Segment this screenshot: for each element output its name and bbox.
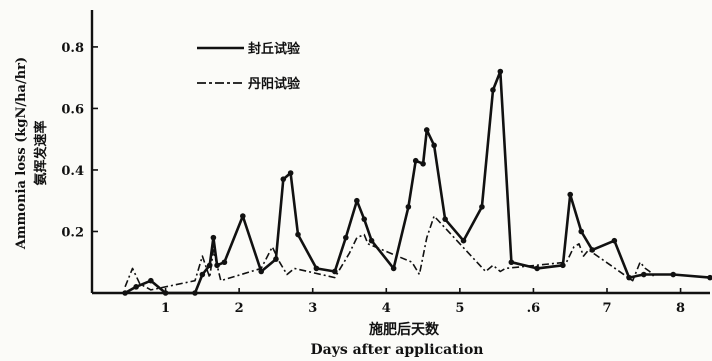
data-point [670,271,677,278]
data-point [640,271,647,278]
x-tick-label: .6 [527,301,541,316]
y-axis-title-cn: 氨挥发速率 [33,120,49,186]
data-point [313,265,320,272]
x-tick-label: 8 [676,301,685,316]
data-point [707,274,712,281]
data-point [122,290,128,296]
data-point [479,204,485,210]
y-tick-label: 0.8 [61,41,84,56]
data-point [412,157,419,164]
data-point [431,142,437,149]
data-point [162,290,169,296]
legend: 封丘试验 丹阳试验 [197,41,301,92]
x-tick-label: 5 [455,301,464,316]
data-point [423,127,430,133]
x-axis-title-cn: 施肥后天数 [369,321,440,338]
data-point [442,216,448,222]
data-point [508,259,515,266]
data-point [354,197,360,204]
data-point [534,265,540,272]
data-point [280,176,287,182]
data-point [258,268,265,275]
legend-label-fengqiu: 封丘试验 [248,41,301,57]
legend-label-danyang: 丹阳试验 [248,76,301,92]
series-line-fengqiu [124,70,711,295]
x-tick-label: 1 [161,301,170,316]
data-point [405,204,412,210]
y-tick-label: 0.4 [61,164,84,179]
data-point [133,284,139,290]
data-point [361,216,368,222]
data-point [331,268,338,275]
y-tick-label: 0.2 [61,225,84,240]
plot-area [122,68,712,296]
x-axis-title: Days after application [310,342,483,358]
data-point [368,237,375,244]
data-point [148,277,154,284]
data-point [240,213,246,219]
ticks: 1 2 3 4 5 .6 7 8 0.2 0.4 0.6 0.8 [61,41,685,316]
x-tick-label: 2 [235,301,244,316]
data-point [560,262,566,269]
x-tick-label: 3 [308,301,317,316]
data-point [343,234,349,241]
data-point [192,290,198,296]
data-point [490,87,496,93]
series-line-danyang [124,215,656,291]
x-tick-label: 7 [602,301,611,316]
data-point [221,259,228,266]
data-point [420,161,426,167]
data-point [578,228,585,235]
x-tick-label: 4 [382,301,391,316]
data-point [295,231,301,238]
y-axis-title-en: Ammonia loss (kgN/ha/hr) [14,57,29,250]
data-point [460,237,467,244]
data-point [199,271,206,278]
data-point [210,234,217,241]
data-point [611,237,618,244]
data-point [497,68,504,75]
y-tick-label: 0.6 [61,102,84,117]
data-point [567,191,574,198]
data-point [287,170,294,176]
data-point [390,265,397,272]
